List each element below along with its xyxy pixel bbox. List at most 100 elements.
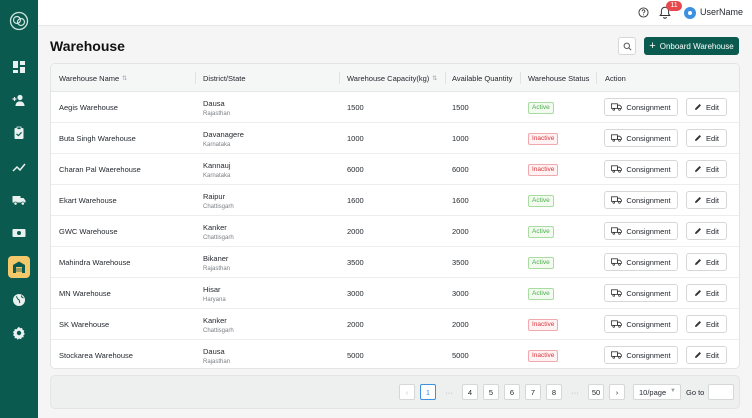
- status-badge: Inactive: [528, 349, 559, 362]
- capacity: 2000: [347, 320, 364, 329]
- edit-button[interactable]: Edit: [686, 129, 727, 147]
- edit-button[interactable]: Edit: [686, 346, 727, 364]
- consignment-button[interactable]: Consignment: [604, 129, 678, 147]
- truck-icon: [611, 165, 623, 173]
- pencil-icon: [694, 196, 702, 204]
- logo-icon[interactable]: [9, 11, 29, 31]
- prev-page-button[interactable]: ‹: [399, 384, 415, 400]
- state: Rajasthan: [203, 358, 231, 365]
- truck-icon: [12, 196, 26, 206]
- sidebar-item-payments[interactable]: [8, 222, 30, 244]
- search-icon: [623, 42, 632, 51]
- table-row: Ekart Warehouse Raipur Chattisgarh 1600 1600…: [51, 185, 739, 216]
- consignment-button[interactable]: Consignment: [604, 315, 678, 333]
- status-badge: Inactive: [528, 132, 559, 145]
- district-state: Bikaner Rajasthan: [203, 247, 230, 278]
- state: Haryana: [203, 296, 226, 303]
- table-row: Stockarea Warehouse Dausa Rajasthan 5000 500…: [51, 340, 739, 368]
- status-badge: Active: [528, 256, 554, 269]
- onboard-warehouse-button[interactable]: + Onboard Warehouse: [644, 37, 739, 55]
- edit-button[interactable]: Edit: [686, 253, 727, 271]
- state: Rajasthan: [203, 265, 231, 272]
- consignment-button[interactable]: Consignment: [604, 346, 678, 364]
- search-button[interactable]: [618, 37, 636, 55]
- next-page-button[interactable]: ›: [609, 384, 625, 400]
- state: Rajasthan: [203, 110, 231, 117]
- warehouse-name: Aegis Warehouse: [59, 103, 118, 112]
- available-quantity: 1600: [452, 196, 469, 205]
- capacity: 5000: [347, 351, 364, 360]
- column-label: Available Quantity: [452, 73, 513, 83]
- page-ellipsis[interactable]: ···: [571, 387, 579, 397]
- sidebar-item-add-user[interactable]: [8, 89, 30, 111]
- consignment-button[interactable]: Consignment: [604, 98, 678, 116]
- edit-button[interactable]: Edit: [686, 284, 727, 302]
- page-number[interactable]: 4: [462, 384, 478, 400]
- page-ellipsis[interactable]: ···: [445, 387, 453, 397]
- edit-button[interactable]: Edit: [686, 315, 727, 333]
- sidebar-item-transport[interactable]: [8, 189, 30, 211]
- consignment-button[interactable]: Consignment: [604, 284, 678, 302]
- edit-button[interactable]: Edit: [686, 98, 727, 116]
- warehouse-icon: [13, 261, 25, 273]
- column-header-warehouse-name[interactable]: Warehouse Name ⇅: [59, 64, 127, 92]
- edit-button[interactable]: Edit: [686, 191, 727, 209]
- status-cell: Active: [528, 185, 554, 216]
- district-state: Dausa Rajasthan: [203, 92, 230, 123]
- edit-label: Edit: [706, 102, 719, 112]
- capacity: 6000: [347, 165, 364, 174]
- sort-icon[interactable]: ⇅: [122, 75, 128, 82]
- district: Davanagere: [203, 129, 244, 139]
- warehouse-name: Charan Pal Waerehouse: [59, 165, 141, 174]
- warehouse-name: Stockarea Warehouse: [59, 351, 133, 360]
- consignment-button[interactable]: Consignment: [604, 160, 678, 178]
- sidebar-item-orders[interactable]: [8, 122, 30, 144]
- consignment-label: Consignment: [626, 288, 671, 298]
- goto-input[interactable]: [708, 384, 734, 400]
- district-state: Dausa Rajasthan: [203, 340, 231, 368]
- page-number[interactable]: 7: [525, 384, 541, 400]
- column-header-capacity[interactable]: Warehouse Capacity(kg) ⇅: [347, 64, 437, 92]
- sidebar-item-analytics[interactable]: [8, 156, 30, 178]
- district-state: Hisar Haryana: [203, 278, 226, 309]
- page-size-select[interactable]: 10/page ▼: [633, 384, 681, 400]
- consignment-label: Consignment: [626, 195, 671, 205]
- warehouse-table: Warehouse Name ⇅ District/State Warehous…: [50, 63, 740, 369]
- status-cell: Inactive: [528, 123, 559, 154]
- table-row: Charan Pal Waerehouse Kannauj Karnataka 600…: [51, 154, 739, 185]
- edit-button[interactable]: Edit: [686, 160, 727, 178]
- district: Kanker: [203, 315, 227, 325]
- consignment-label: Consignment: [626, 102, 671, 112]
- sidebar-item-global[interactable]: [8, 289, 30, 311]
- consignment-button[interactable]: Consignment: [604, 253, 678, 271]
- column-divider: [596, 72, 597, 84]
- page-number[interactable]: 50: [588, 384, 604, 400]
- state: Chattisgarh: [203, 203, 234, 210]
- username[interactable]: UserName: [700, 7, 744, 17]
- available-quantity: 3500: [452, 258, 469, 267]
- help-icon[interactable]: [638, 7, 649, 18]
- status-cell: Inactive: [528, 340, 559, 368]
- sidebar-item-dashboard[interactable]: [8, 56, 30, 78]
- gear-icon: [12, 326, 25, 340]
- page-number[interactable]: 8: [546, 384, 562, 400]
- warehouse-name: MN Warehouse: [59, 289, 111, 298]
- sidebar-item-warehouse[interactable]: [8, 256, 30, 278]
- edit-button[interactable]: Edit: [686, 222, 727, 240]
- avatar[interactable]: [684, 7, 696, 19]
- page-title: Warehouse: [50, 38, 125, 54]
- edit-label: Edit: [706, 133, 719, 143]
- column-header-available-quantity: Available Quantity: [452, 64, 512, 92]
- sidebar-item-settings[interactable]: [8, 322, 30, 344]
- warehouse-name: Buta Singh Warehouse: [59, 134, 136, 143]
- status-badge: Active: [528, 287, 554, 300]
- sort-icon[interactable]: ⇅: [432, 75, 438, 82]
- column-divider: [195, 72, 196, 84]
- page-number[interactable]: 5: [483, 384, 499, 400]
- table-row: Buta Singh Warehouse Davanagere Karnataka 1…: [51, 123, 739, 154]
- page-number[interactable]: 6: [504, 384, 520, 400]
- page-number[interactable]: 1: [420, 384, 436, 400]
- consignment-button[interactable]: Consignment: [604, 222, 678, 240]
- table-row: MN Warehouse Hisar Haryana 3000 3000 Active Co…: [51, 278, 739, 309]
- consignment-button[interactable]: Consignment: [604, 191, 678, 209]
